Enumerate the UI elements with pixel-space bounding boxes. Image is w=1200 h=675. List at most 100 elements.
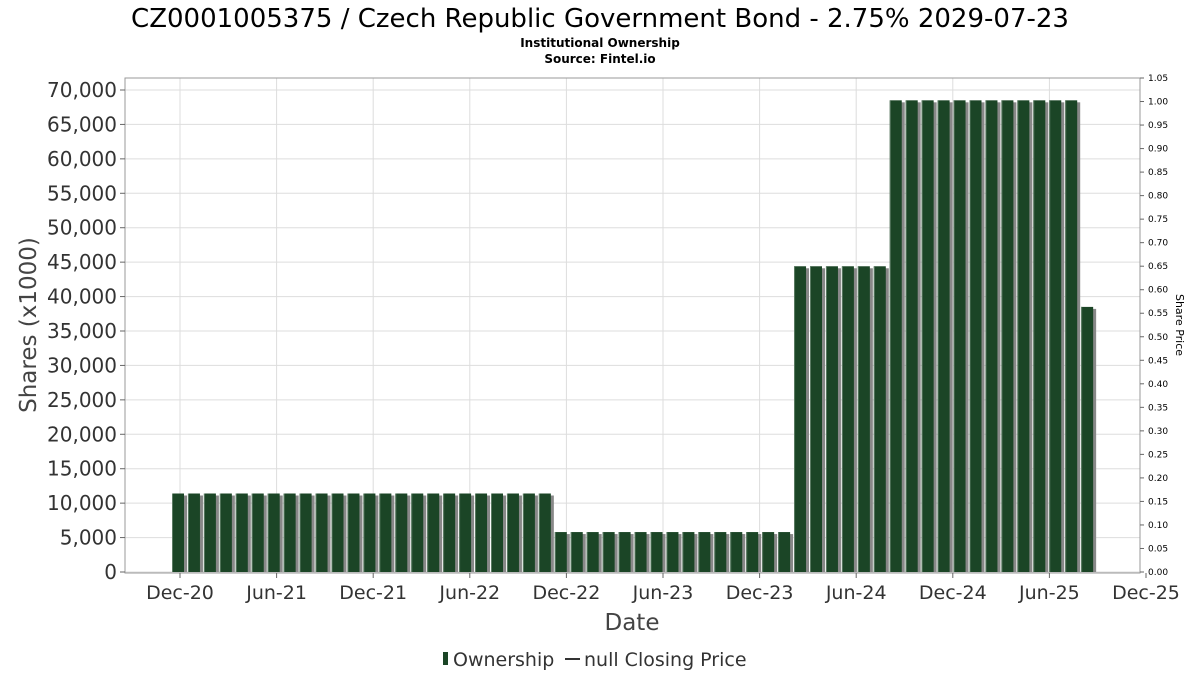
bar [921,100,934,572]
chart-subtitle-line-1: Institutional Ownership [520,36,680,50]
x-axis-ticks: Dec-20 Jun-21 Dec-21 Jun-22 Dec-22 Jun-23 Dec-… [146,573,1180,604]
y-tick-label: 35,000 [47,319,117,343]
bar [267,493,280,572]
bar [235,493,248,572]
x-tick-label: Jun-24 [825,582,887,604]
bar [634,532,647,572]
bar [586,532,599,572]
x-tick-label: Dec-21 [339,582,407,604]
bar [937,100,950,572]
bar [379,493,392,572]
bar [283,493,296,572]
bar [395,493,408,572]
bar [203,493,216,572]
bar [841,266,854,572]
bar [554,532,567,572]
y2-tick-label: 0.85 [1148,168,1168,178]
bar [522,493,535,572]
y2-tick-label: 0.75 [1148,215,1168,225]
y2-tick-label: 0.25 [1148,450,1168,460]
y2-tick-label: 0.70 [1148,239,1168,249]
y-tick-label: 30,000 [47,353,117,377]
y2-tick-label: 0.05 [1148,544,1168,554]
bar [251,493,264,572]
bar [666,532,679,572]
bar [825,266,838,572]
bar [714,532,727,572]
y-axis-ticks: 0 5,000 10,000 15,000 20,000 25,000 30,000 35,0… [47,78,125,584]
bar [1001,100,1014,572]
bar [857,266,870,572]
x-axis-label: Date [605,610,660,636]
x-tick-label: Dec-20 [146,582,214,604]
y-tick-label: 20,000 [47,422,117,446]
y-tick-label: 10,000 [47,491,117,515]
bar [187,493,200,572]
plot-frame [124,77,1141,574]
legend-price-label: null Closing Price [584,649,747,671]
bar [331,493,344,572]
x-tick-label: Jun-25 [1018,582,1080,604]
y-tick-label: 0 [104,560,117,584]
chart-title: CZ0001005375 / Czech Republic Government… [131,4,1069,34]
chart-subtitle-line-2: Source: Fintel.io [544,52,655,66]
x-tick-label: Jun-23 [632,582,694,604]
y2-tick-label: 0.60 [1148,286,1168,296]
y-tick-label: 5,000 [60,526,117,550]
bar [985,100,998,572]
bar [491,493,503,572]
x-tick-label: Jun-22 [438,582,500,604]
y-tick-label: 70,000 [47,78,117,102]
y-tick-label: 50,000 [47,216,117,240]
legend: Ownership null Closing Price [443,649,747,671]
bar [506,493,519,572]
x-tick-label: Dec-24 [919,582,987,604]
y-tick-label: 55,000 [47,181,117,205]
secondary-y-axis-label: Share Price [1173,294,1186,356]
y-tick-label: 40,000 [47,285,117,309]
bar [363,493,376,572]
y2-tick-label: 0.50 [1148,333,1168,343]
bar [1049,100,1062,572]
x-tick-label: Dec-22 [532,582,600,604]
y2-tick-label: 0.15 [1148,497,1168,507]
x-tick-label: Dec-25 [1112,582,1180,604]
bar [698,532,711,572]
bar [1065,100,1078,572]
bar [427,493,440,572]
y2-tick-label: 0.45 [1148,356,1168,366]
bar [1017,100,1030,572]
x-tick-label: Jun-21 [245,582,307,604]
bar [650,532,663,572]
y-tick-label: 45,000 [47,250,117,274]
bar [219,493,232,572]
y-tick-label: 65,000 [47,112,117,136]
bar [459,493,472,572]
y2-tick-label: 0.00 [1148,568,1168,578]
bar [794,266,807,572]
bar [889,100,902,572]
bar [475,493,488,572]
y2-tick-label: 0.90 [1148,145,1168,155]
secondary-y-axis-ticks: 0.00 0.05 0.10 0.15 0.20 0.25 0.30 0.35 0.40 0.45… [1140,74,1168,578]
bar [810,266,822,572]
bar [602,532,615,572]
legend-ownership-label: Ownership [453,649,554,671]
y-tick-label: 25,000 [47,388,117,412]
bar [969,100,982,572]
y2-tick-label: 0.65 [1148,262,1168,272]
bar [618,532,631,572]
bar [299,493,312,572]
bar [315,493,328,572]
y-axis-label: Shares (x1000) [16,237,42,413]
bar [778,532,791,572]
bar [730,532,743,572]
y2-tick-label: 0.55 [1148,309,1168,319]
y2-tick-label: 0.30 [1148,427,1168,437]
bar [347,493,360,572]
bar [953,100,966,572]
bar [443,493,456,572]
bar [746,532,759,572]
bars [172,100,1097,572]
